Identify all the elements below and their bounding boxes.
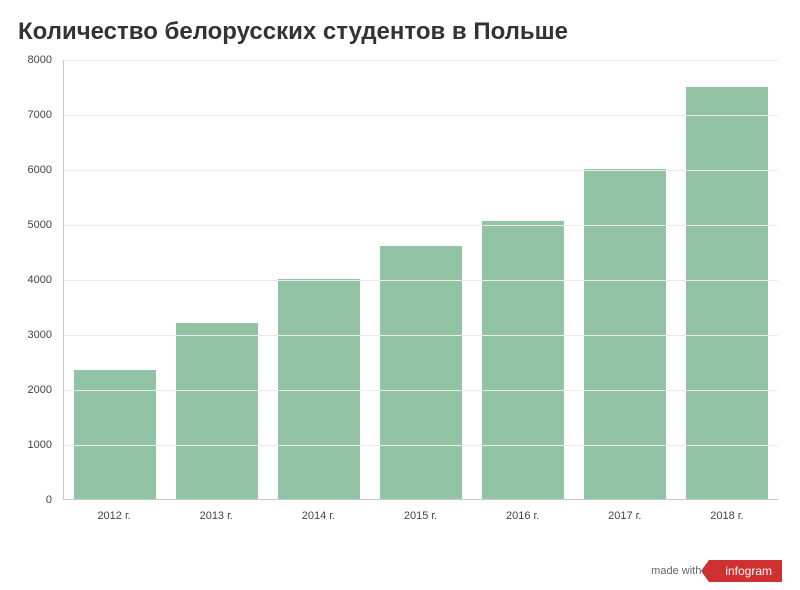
x-tick-label: 2013 г. bbox=[165, 504, 267, 522]
y-tick-label: 1000 bbox=[28, 439, 52, 451]
x-tick-label: 2012 г. bbox=[63, 504, 165, 522]
grid-line bbox=[64, 225, 778, 226]
x-axis: 2012 г.2013 г.2014 г.2015 г.2016 г.2017 … bbox=[63, 504, 778, 522]
x-tick-label: 2017 г. bbox=[574, 504, 676, 522]
bar bbox=[278, 279, 360, 499]
plot-area bbox=[63, 60, 778, 500]
x-tick-label: 2016 г. bbox=[472, 504, 574, 522]
made-with-label: made with bbox=[651, 565, 701, 577]
grid-line bbox=[64, 390, 778, 391]
y-tick-label: 0 bbox=[46, 494, 52, 506]
grid-line bbox=[64, 280, 778, 281]
infogram-label: infogram bbox=[725, 564, 772, 578]
y-tick-label: 2000 bbox=[28, 384, 52, 396]
y-tick-label: 4000 bbox=[28, 274, 52, 286]
bar bbox=[482, 221, 564, 499]
x-tick-label: 2015 г. bbox=[369, 504, 471, 522]
grid-line bbox=[64, 170, 778, 171]
attribution: made with infogram bbox=[651, 560, 782, 582]
grid-line bbox=[64, 60, 778, 61]
y-tick-label: 5000 bbox=[28, 219, 52, 231]
y-tick-label: 7000 bbox=[28, 109, 52, 121]
grid-line bbox=[64, 115, 778, 116]
bar bbox=[380, 246, 462, 499]
x-tick-label: 2018 г. bbox=[676, 504, 778, 522]
infogram-badge[interactable]: infogram bbox=[709, 560, 782, 582]
chart-container: Количество белорусских студентов в Польш… bbox=[0, 0, 800, 590]
chart-title: Количество белорусских студентов в Польш… bbox=[18, 18, 782, 46]
y-tick-label: 6000 bbox=[28, 164, 52, 176]
grid-line bbox=[64, 335, 778, 336]
grid-line bbox=[64, 445, 778, 446]
bar bbox=[584, 169, 666, 499]
y-tick-label: 3000 bbox=[28, 329, 52, 341]
y-axis: 010002000300040005000600070008000 bbox=[18, 60, 58, 500]
x-tick-label: 2014 г. bbox=[267, 504, 369, 522]
chart-area: 010002000300040005000600070008000 2012 г… bbox=[18, 60, 778, 530]
bar bbox=[686, 87, 768, 500]
bar bbox=[176, 323, 258, 499]
y-tick-label: 8000 bbox=[28, 54, 52, 66]
